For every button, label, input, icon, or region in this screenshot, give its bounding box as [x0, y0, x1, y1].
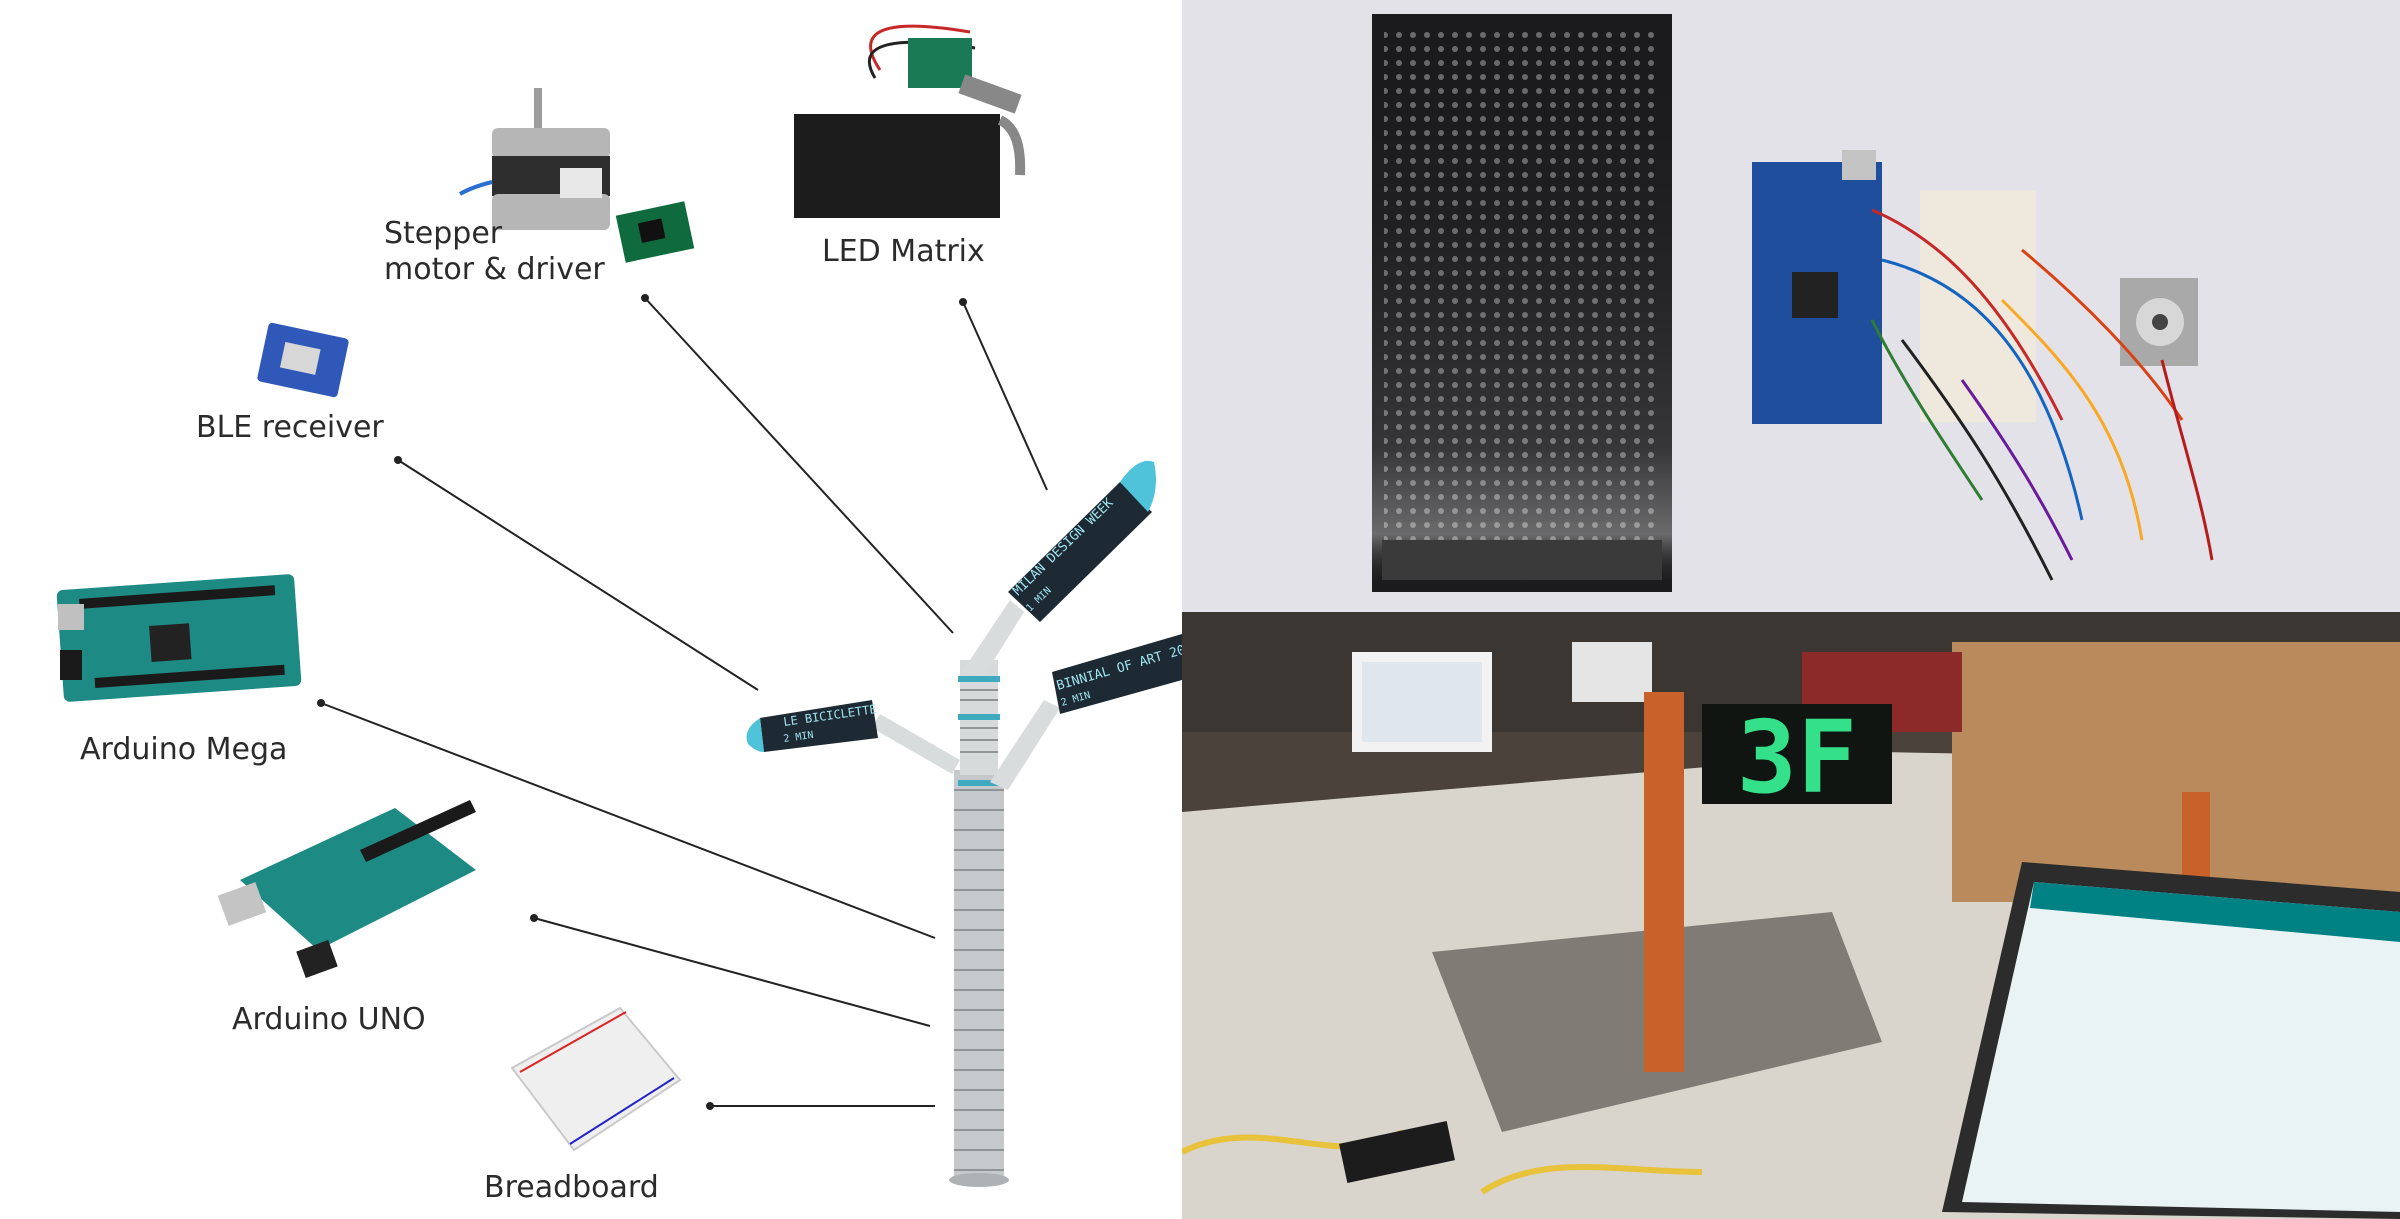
leader-dots: [317, 294, 967, 1110]
sign-upper: MILAN DESIGN WEEK 1 MIN: [1008, 460, 1156, 622]
mega-leader-line: [320, 702, 936, 939]
label-arduino-uno: Arduino UNO: [232, 1002, 426, 1037]
ble-module-icon: [257, 322, 349, 398]
component-diagram: MILAN DESIGN WEEK 1 MIN BINNIAL OF ART 2…: [0, 0, 1182, 1219]
stepper-motor-icon: [458, 88, 610, 230]
breadboard-icon: [510, 1006, 682, 1152]
label-breadboard: Breadboard: [484, 1170, 659, 1205]
sign-right: BINNIAL OF ART 20 2 MIN: [1052, 634, 1182, 714]
stepper-leader-line: [644, 297, 954, 634]
uno-leader-line: [533, 917, 931, 1027]
label-led-matrix: LED Matrix: [822, 234, 985, 269]
photo-laptop-back: [1352, 642, 1652, 752]
led-matrix-icon: [794, 24, 1026, 218]
leader-lines: [320, 297, 1048, 1107]
sign-left-sub: 2 MIN: [783, 730, 814, 745]
sign-left: LE BICICLETTE 2 MIN: [746, 700, 878, 752]
photo-breadboard: [1920, 190, 2036, 422]
label-stepper-line2: motor & driver: [384, 252, 605, 287]
prototype-photo-canvas: 3F: [1182, 612, 2400, 1219]
photo-arduino-mega: [1752, 150, 1882, 424]
diagram-canvas: MILAN DESIGN WEEK 1 MIN BINNIAL OF ART 2…: [56, 24, 1182, 1187]
stepper-driver-icon: [615, 201, 695, 263]
label-stepper: Stepper motor & driver: [384, 216, 605, 288]
ble-leader-line: [397, 459, 759, 691]
photo-laptop-front: [1942, 862, 2400, 1219]
arduino-mega-icon: [56, 574, 302, 702]
smart-pole: [872, 600, 1060, 1187]
prototype-photo: 3F: [1182, 612, 2400, 1219]
pole-ribs: [954, 789, 1004, 1171]
label-stepper-line1: Stepper: [384, 216, 503, 251]
label-arduino-mega: Arduino Mega: [80, 732, 288, 767]
photo-led-panel: [1372, 14, 1672, 592]
photo-wires: [1870, 208, 2214, 581]
hardware-photo-canvas: [1182, 0, 2400, 612]
photo-led-display: [1702, 704, 1892, 804]
photo-led-display-text: 3F: [1737, 699, 1857, 816]
photo-cardboard-box: [1952, 642, 2400, 902]
photo-stepper: [2120, 278, 2198, 366]
hardware-photo: [1182, 0, 2400, 612]
arduino-uno-icon: [217, 800, 476, 978]
photo-prototype: 3F: [1432, 692, 1892, 1132]
led-matrix-leader-line: [962, 301, 1048, 491]
label-ble-receiver: BLE receiver: [196, 410, 384, 445]
